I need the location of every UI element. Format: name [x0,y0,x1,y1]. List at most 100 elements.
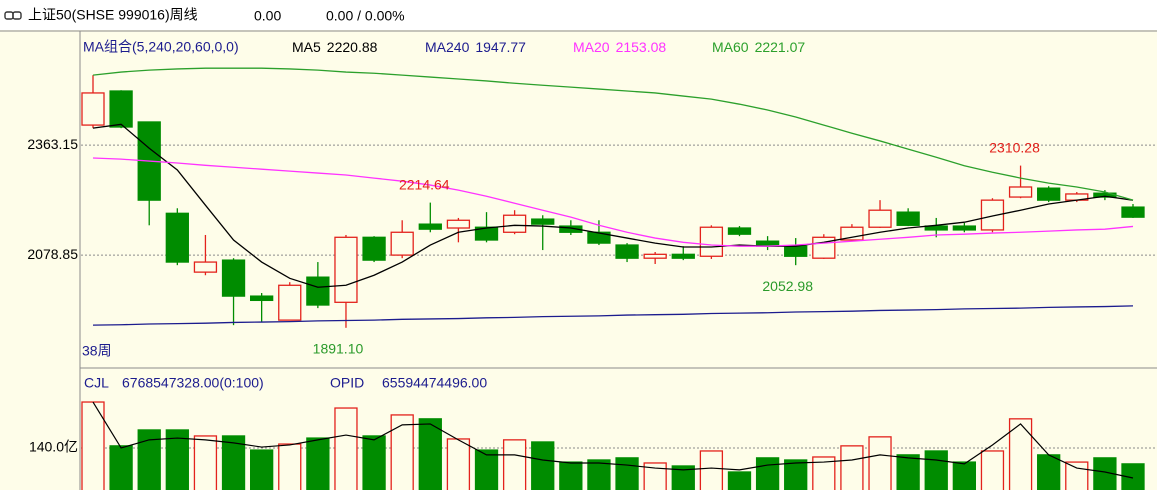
candle-body [390,231,414,256]
candle-body [559,225,583,233]
candle-body [193,261,218,273]
y-tick-label: 2363.15 [27,136,78,152]
low-label: 2052.98 [762,278,813,294]
panel-label: MA组合(5,240,20,60,0,0) [83,39,239,55]
volume-ma-line [92,401,1134,479]
low-label: 1891.10 [313,341,364,357]
volume-bar [671,465,695,490]
volume-bar [193,435,218,490]
volume-bar [362,435,386,490]
candle-body [362,236,386,261]
y-tick-label: 2078.85 [27,246,78,262]
candle-body [1037,187,1061,201]
volume-header: 6768547328.00(0:100) [122,375,264,391]
candle-body [502,214,527,233]
y-tick-label: 140.0亿 [29,439,78,455]
candle-body [531,218,555,225]
candle-body [334,236,358,303]
volume-bar [559,461,583,490]
volume-bar [418,418,442,490]
legend-entry: MA240 1947.77 [425,39,526,55]
volume-bar [699,450,724,490]
volume-bar [727,471,752,490]
volume-bar [1065,461,1089,490]
candle-body [418,223,442,230]
ma-line [92,123,1134,288]
candle-body [896,211,920,226]
legend-entry: MA60 2221.07 [712,39,805,55]
legend-value: 1947.77 [475,39,526,55]
volume-bar [165,429,189,490]
candle-body [643,253,667,259]
candle-body [868,209,892,228]
ma-line [92,67,1134,201]
volume-bar [755,457,780,490]
volume-bar [334,407,358,490]
candle-body [671,253,695,259]
candle-body [249,295,274,302]
volume-bar [1121,463,1145,490]
volume-bar [924,450,948,490]
volume-header: 65594474496.00 [382,375,487,391]
volume-bar [587,459,611,490]
candle-body [727,227,752,235]
volume-bar [390,414,414,490]
volume-bar [784,459,808,490]
chart-background [0,30,1157,490]
volume-bar [952,461,977,490]
ma-line [92,305,1134,326]
volume-bar [615,457,639,490]
candle-body [221,259,246,297]
candle-body [924,225,948,231]
candle-body [1121,206,1145,218]
volume-bar [812,456,836,490]
volume-header: CJL [84,375,109,391]
header-percent: 0.00 / 0.00% [326,8,405,24]
volume-bar [278,443,302,490]
candle-body [81,92,105,126]
candle-body [784,245,808,257]
volume-bar [109,445,133,490]
volume-bar [980,450,1005,490]
link-icon [4,11,22,20]
volume-bar [306,437,330,490]
legend-entry: MA5 2220.88 [292,39,378,55]
volume-bar [502,439,527,490]
volume-bar [249,449,274,490]
legend-name: MA5 [292,39,321,55]
candle-body [446,219,471,229]
legend-value: 2221.07 [755,39,806,55]
period-label: 38周 [82,343,112,359]
volume-bar [531,441,555,490]
ma-line [92,157,1134,247]
volume-bar [474,449,499,490]
volume-bar [868,436,892,490]
volume-bar [896,454,920,490]
candle-body [1008,186,1033,198]
volume-bar [446,438,471,490]
candle-body [165,212,189,263]
legend-entry: MA20 2153.08 [573,39,666,55]
legend-value: 2220.88 [327,39,378,55]
candle-body [306,276,330,306]
volume-bar [221,435,246,490]
candle-body [109,90,133,128]
volume-bar [643,462,667,490]
volume-bar [840,445,864,490]
volume-bar [137,429,161,490]
legend-name: MA240 [425,39,470,55]
volume-bar [1037,454,1061,490]
candle-body [980,199,1005,231]
header-bar [0,0,1157,30]
candle-body [474,226,499,241]
volume-header: OPID [330,375,364,391]
candle-body [587,231,611,244]
candle-body [615,244,639,259]
volume-bar [1008,418,1033,490]
header-change: 0.00 [254,8,281,24]
legend-value: 2153.08 [616,39,667,55]
high-label: 2214.64 [399,176,450,192]
high-label: 2310.28 [989,139,1040,155]
